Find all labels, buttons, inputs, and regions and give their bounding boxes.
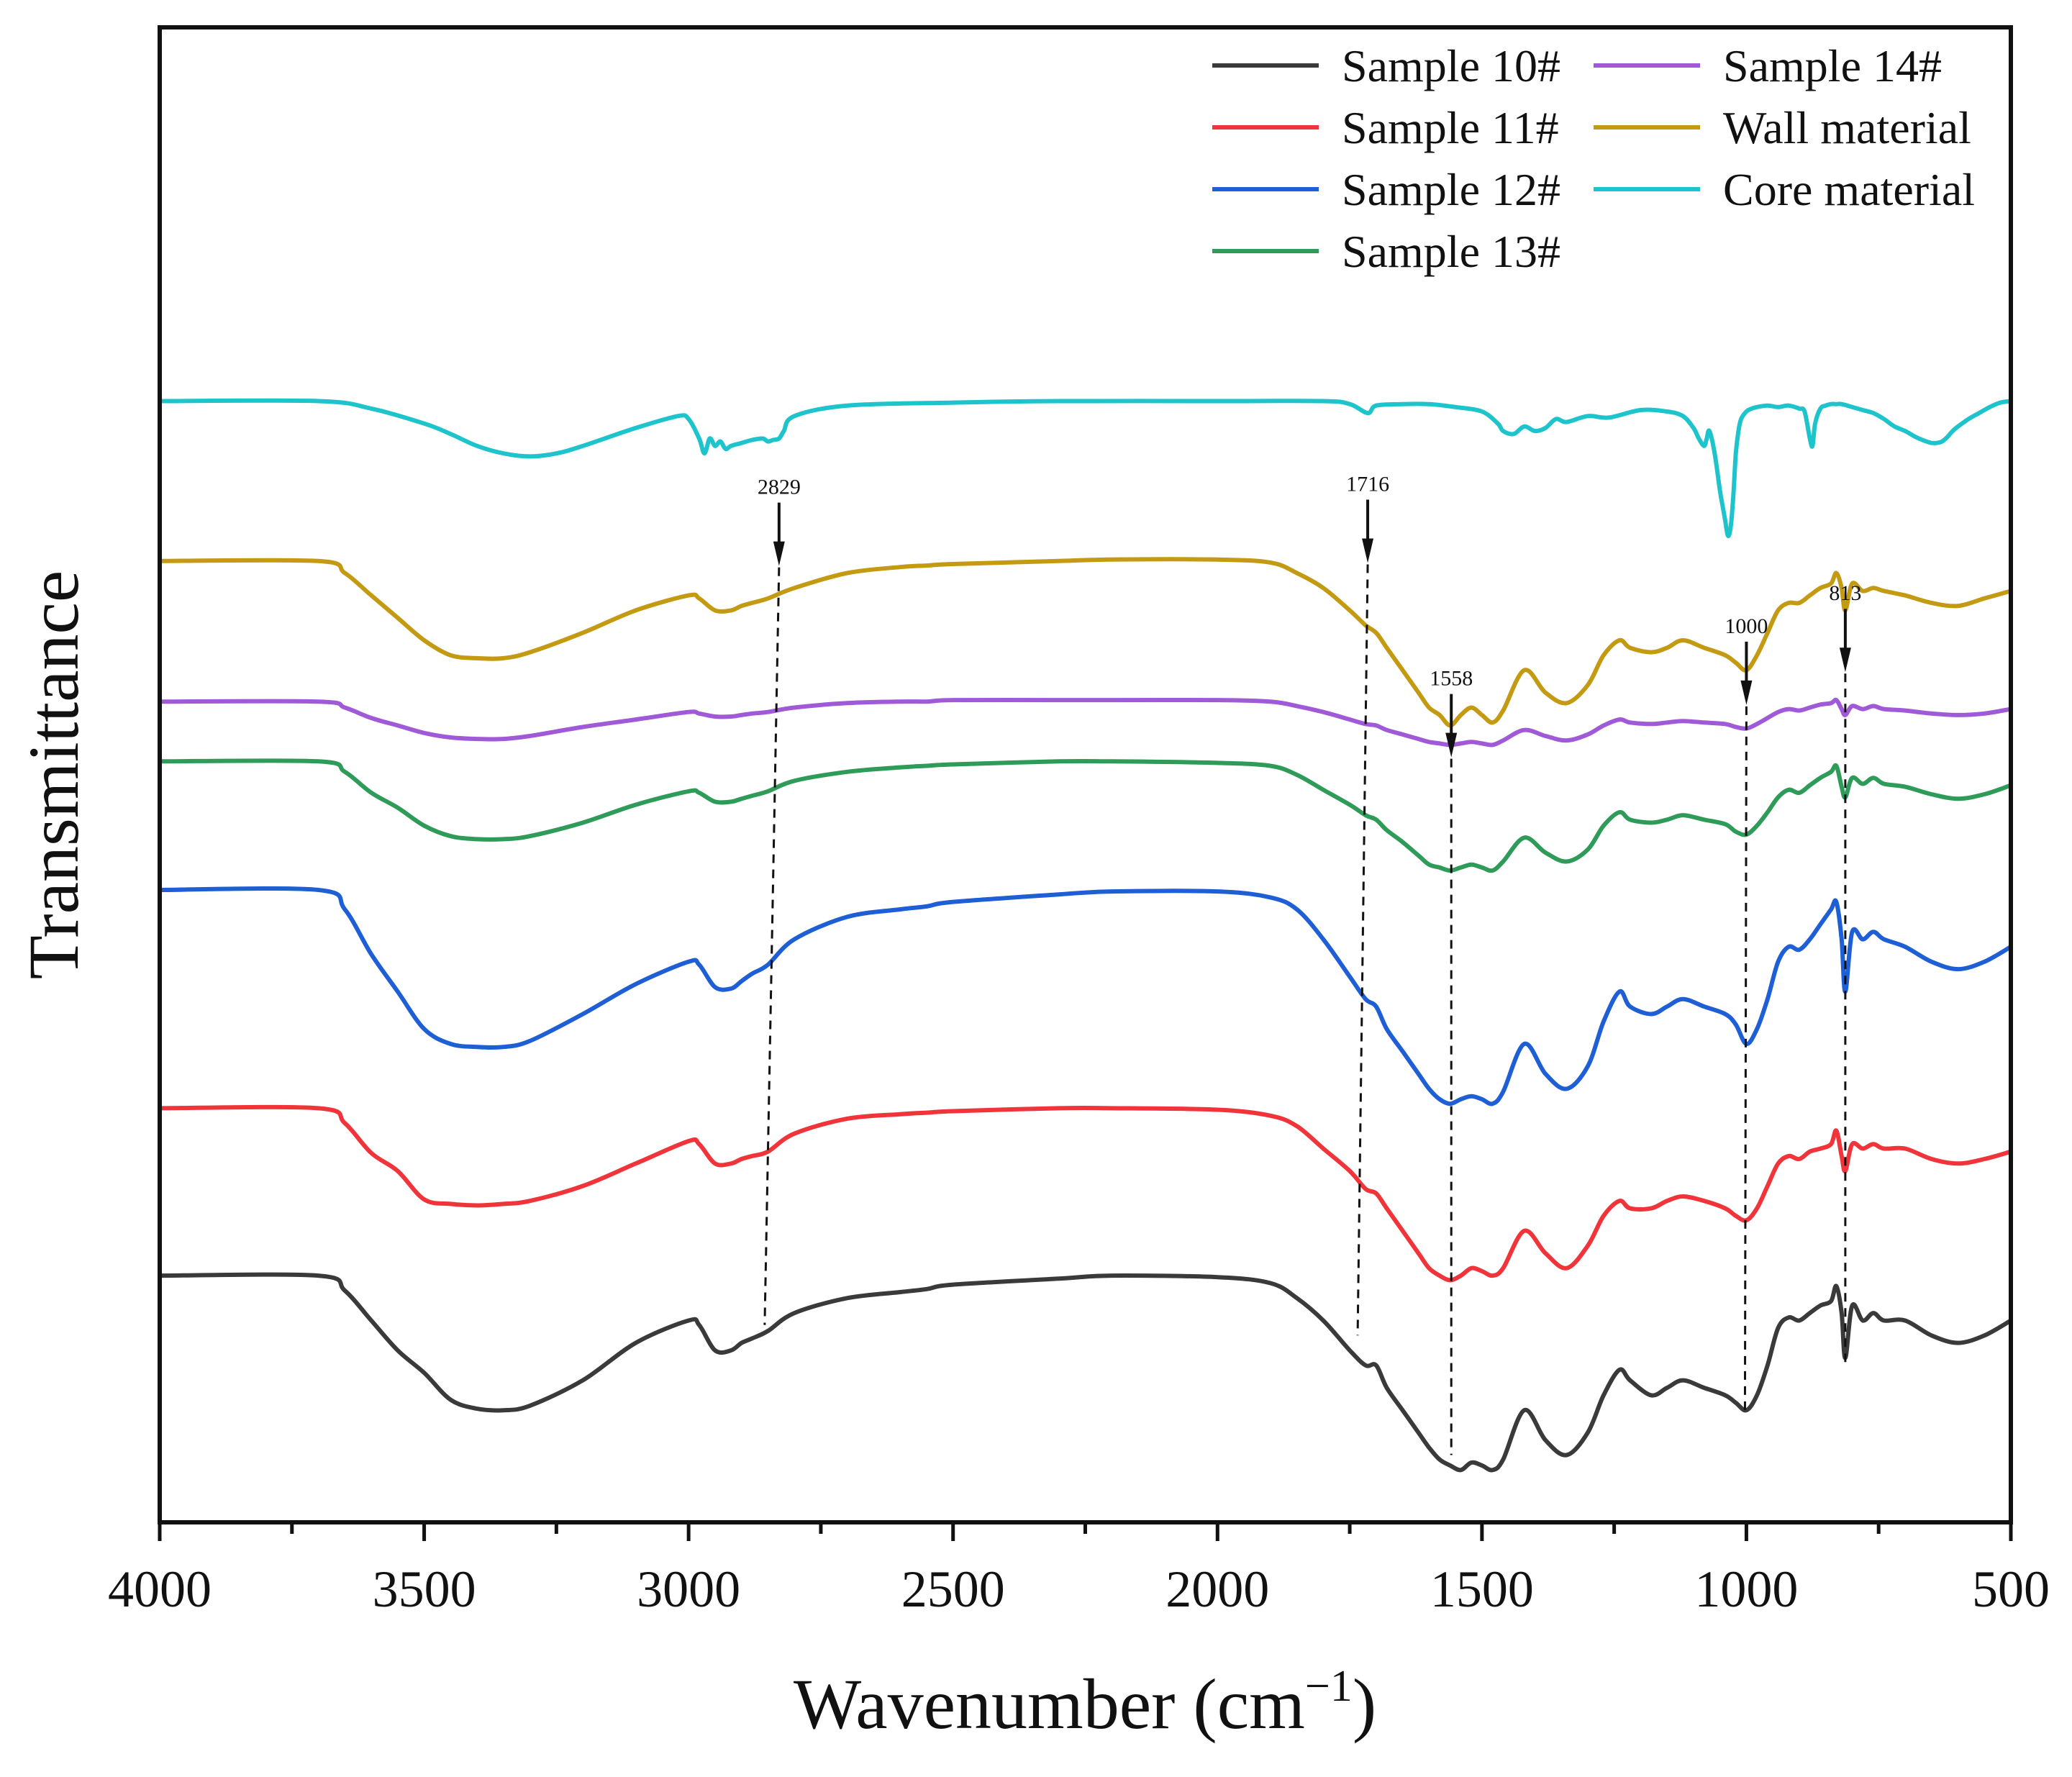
x-tick-label-1500: 1500 bbox=[1430, 1560, 1534, 1618]
series-line-sample-10 bbox=[158, 1272, 2013, 1473]
peak-label-1000: 1000 bbox=[1725, 614, 1768, 638]
x-tick-label-3500: 3500 bbox=[373, 1560, 476, 1618]
peak-arrow-head-1716 bbox=[1362, 538, 1374, 563]
x-axis-title-main: Wavenumber (cm bbox=[794, 1664, 1305, 1744]
legend: Sample 10# Sample 11# Sample 12# Sample 13#… bbox=[1212, 40, 1975, 277]
peak-arrow-head-1558 bbox=[1445, 732, 1458, 758]
legend-label-sample-10: Sample 10# bbox=[1342, 40, 1560, 91]
peak-annotations: 2829 1716 1558 1000 813 bbox=[758, 473, 1861, 1455]
peak-arrow-head-813 bbox=[1839, 647, 1851, 673]
series-line-core-material bbox=[158, 398, 2013, 538]
peak-label-1716: 1716 bbox=[1346, 473, 1389, 496]
legend-label-sample-11: Sample 11# bbox=[1342, 102, 1559, 153]
x-tick-label-3000: 3000 bbox=[637, 1560, 740, 1618]
x-tick-label-1000: 1000 bbox=[1694, 1560, 1798, 1618]
series-line-sample-13 bbox=[158, 758, 2013, 873]
peak-label-1558: 1558 bbox=[1430, 667, 1473, 691]
legend-label-sample-14: Sample 14# bbox=[1723, 40, 1942, 91]
x-tick-label-500: 500 bbox=[1972, 1560, 2050, 1618]
peak-guide-2829 bbox=[763, 567, 781, 1325]
x-tick-label-4000: 4000 bbox=[108, 1560, 212, 1618]
x-axis-title: Wavenumber (cm−1) bbox=[794, 1662, 1376, 1744]
series-line-sample-11 bbox=[158, 1104, 2013, 1283]
peak-label-2829: 2829 bbox=[758, 476, 801, 499]
series-line-wall-material bbox=[158, 557, 2013, 728]
peak-guide-1000 bbox=[1743, 706, 1748, 1411]
legend-label-sample-12: Sample 12# bbox=[1342, 164, 1560, 215]
series-layer bbox=[158, 398, 2013, 1473]
peak-arrow-head-2829 bbox=[773, 541, 785, 566]
x-axis-title-superscript: −1 bbox=[1305, 1662, 1353, 1711]
series-line-sample-14 bbox=[158, 697, 2013, 747]
y-axis-title: Transmittance bbox=[14, 571, 94, 979]
peak-arrow-head-1000 bbox=[1740, 680, 1753, 705]
x-tick-label-2000: 2000 bbox=[1166, 1560, 1269, 1618]
peak-label-813: 813 bbox=[1829, 581, 1861, 605]
x-tick-label-2500: 2500 bbox=[901, 1560, 1005, 1618]
x-axis-title-close: ) bbox=[1353, 1664, 1376, 1744]
peak-guide-1716 bbox=[1356, 564, 1369, 1336]
legend-label-core-material: Core material bbox=[1723, 164, 1975, 215]
x-axis-ticks: 4000 3500 3000 2500 2000 1500 1000 500 bbox=[108, 1522, 2050, 1618]
series-line-sample-12 bbox=[158, 886, 2013, 1106]
legend-label-sample-13: Sample 13# bbox=[1342, 226, 1560, 277]
legend-label-wall-material: Wall material bbox=[1723, 102, 1971, 153]
